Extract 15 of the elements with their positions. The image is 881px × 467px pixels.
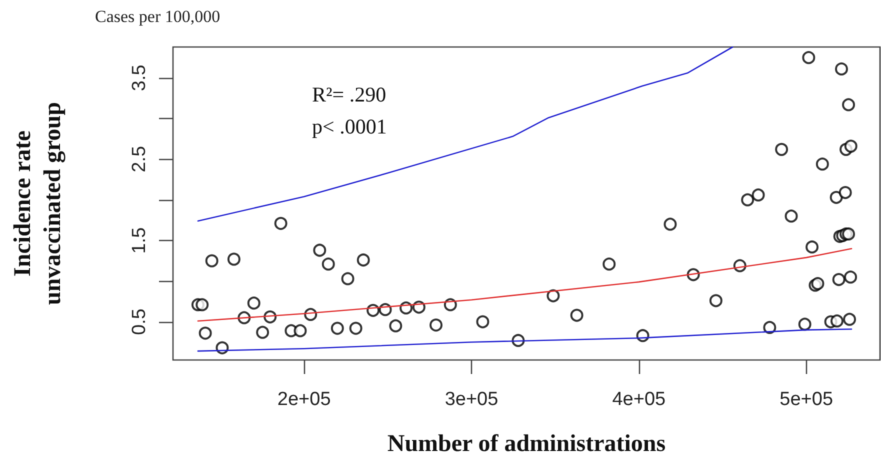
- x-tick-label: 3e+05: [444, 389, 498, 410]
- x-tick-label: 5e+05: [780, 389, 834, 410]
- y-axis-title: Incidence rate unvaccinated group: [10, 102, 66, 305]
- y-tick-label: 0.5: [129, 308, 150, 335]
- line-series: [197, 46, 734, 222]
- annotation: R²= .290: [312, 82, 386, 106]
- y-tick-label: 2.5: [129, 146, 150, 172]
- x-axis-title: Number of administrations: [387, 431, 666, 457]
- line-series: [197, 248, 852, 322]
- y-tick-label: 3.5: [129, 64, 150, 92]
- x-tick-label: 2e+05: [277, 389, 331, 410]
- y-tick-label: 1.5: [129, 227, 150, 254]
- chart-title: Cases per 100,000: [95, 7, 220, 26]
- annotation: p< .0001: [312, 114, 387, 138]
- x-tick-label: 4e+05: [612, 389, 666, 410]
